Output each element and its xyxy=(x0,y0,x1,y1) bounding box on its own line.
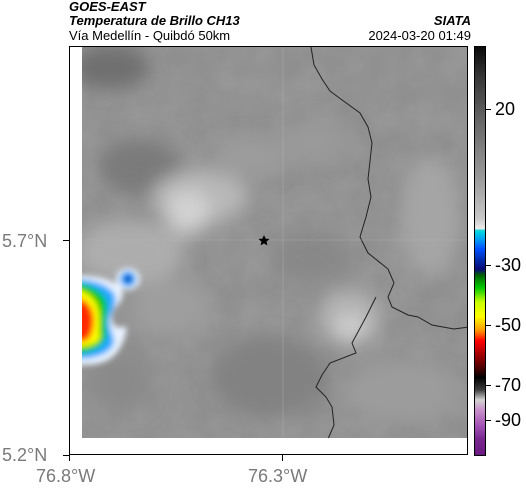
colorbar-label-minus30: -30 xyxy=(495,255,522,275)
lat-label-5-2: 5.2°N xyxy=(2,445,48,465)
timestamp-label: 2024-03-20 01:49 xyxy=(368,28,471,43)
lon-label-76-8: 76.8°W xyxy=(36,466,96,486)
colorbar-label-minus90: -90 xyxy=(495,410,522,430)
product-title: Temperatura de Brillo CH13 xyxy=(69,13,240,28)
satellite-title: GOES-EAST xyxy=(69,0,146,14)
border-lines xyxy=(310,47,467,438)
lat-tick-5-7 xyxy=(63,240,69,241)
colorbar-tick-minus50 xyxy=(486,325,491,326)
colorbar-tick-minus90 xyxy=(486,420,491,421)
route-subtitle: Vía Medellín - Quibdó 50km xyxy=(69,28,231,43)
lat-tick-5-2 xyxy=(63,455,69,456)
colorbar-tick-20 xyxy=(486,109,491,110)
lat-label-5-7: 5.7°N xyxy=(2,231,48,251)
lon-tick-76-3 xyxy=(282,455,283,461)
colorbar-label-minus50: -50 xyxy=(495,315,522,335)
colorbar xyxy=(474,46,486,456)
map-canvas xyxy=(82,47,467,438)
satellite-map[interactable] xyxy=(69,46,468,455)
colorbar-label-20: 20 xyxy=(495,99,516,119)
lon-tick-76-8 xyxy=(69,455,70,461)
colorbar-tick-minus30 xyxy=(486,265,491,266)
brightness-temperature-field xyxy=(82,47,467,438)
grid-lines xyxy=(82,47,467,438)
lon-label-76-3: 76.3°W xyxy=(248,466,308,486)
star-icon[interactable] xyxy=(258,235,270,246)
colorbar-tick-minus70 xyxy=(486,385,491,386)
colorbar-label-minus70: -70 xyxy=(495,375,522,395)
convective-cell xyxy=(82,268,140,365)
agency-label: SIATA xyxy=(433,13,471,28)
